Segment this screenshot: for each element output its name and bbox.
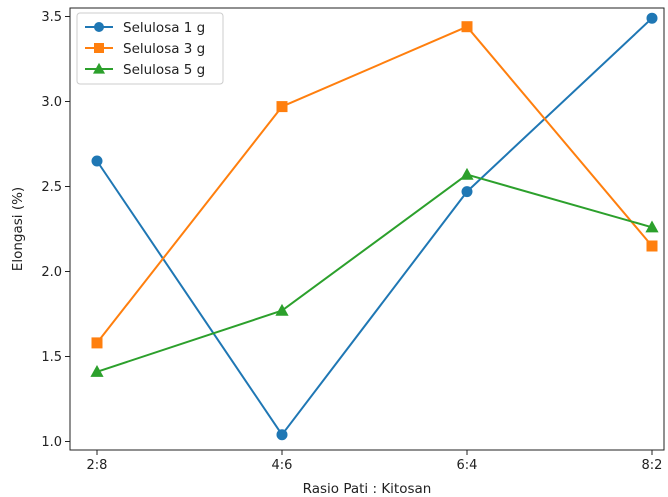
data-point	[461, 21, 473, 33]
series-layer	[90, 12, 659, 441]
x-tick-label: 6:4	[457, 458, 478, 473]
series-line	[96, 17, 653, 436]
series-2	[91, 21, 658, 349]
data-point	[90, 365, 104, 377]
series-line	[96, 173, 653, 373]
data-point	[91, 155, 103, 167]
x-axis-label: Rasio Pati : Kitosan	[303, 481, 432, 497]
data-point	[276, 429, 288, 441]
legend-item: Selulosa 5 g	[85, 62, 205, 78]
legend: Selulosa 1 g Selulosa 3 g Selulosa 5 g	[76, 12, 224, 85]
y-tick-label: 2.0	[41, 265, 62, 280]
legend-label: Selulosa 1 g	[123, 20, 205, 36]
legend-marker	[94, 43, 104, 53]
legend-label: Selulosa 3 g	[123, 41, 205, 57]
series-1	[91, 12, 658, 441]
plot-frame	[69, 7, 665, 451]
data-point	[91, 337, 103, 349]
series-line	[96, 25, 653, 344]
legend-marker	[94, 22, 104, 32]
data-point	[460, 167, 474, 180]
y-tick-label: 1.5	[41, 350, 62, 365]
y-tick-label: 3.5	[41, 10, 62, 25]
x-axis: 2:8 4:6 6:4 8:2	[87, 450, 663, 473]
y-axis: 1.0 1.5 2.0 2.5 3.0 3.5	[41, 10, 70, 450]
data-point	[645, 220, 659, 233]
legend-item: Selulosa 3 g	[85, 41, 205, 57]
legend-marker	[92, 62, 106, 74]
legend-item: Selulosa 1 g	[85, 20, 205, 36]
legend-box	[76, 12, 224, 85]
y-tick-label: 3.0	[41, 95, 62, 110]
x-tick-label: 2:8	[87, 458, 108, 473]
x-tick-label: 8:2	[642, 458, 663, 473]
series-3	[90, 167, 659, 377]
y-axis-label: Elongasi (%)	[10, 187, 26, 271]
data-point	[646, 240, 658, 252]
data-point	[276, 101, 288, 113]
data-point	[461, 186, 473, 198]
data-point	[275, 303, 289, 316]
x-tick-label: 4:6	[272, 458, 293, 473]
data-point	[646, 12, 658, 24]
legend-label: Selulosa 5 g	[123, 62, 205, 78]
y-tick-label: 1.0	[41, 435, 62, 450]
y-tick-label: 2.5	[41, 180, 62, 195]
